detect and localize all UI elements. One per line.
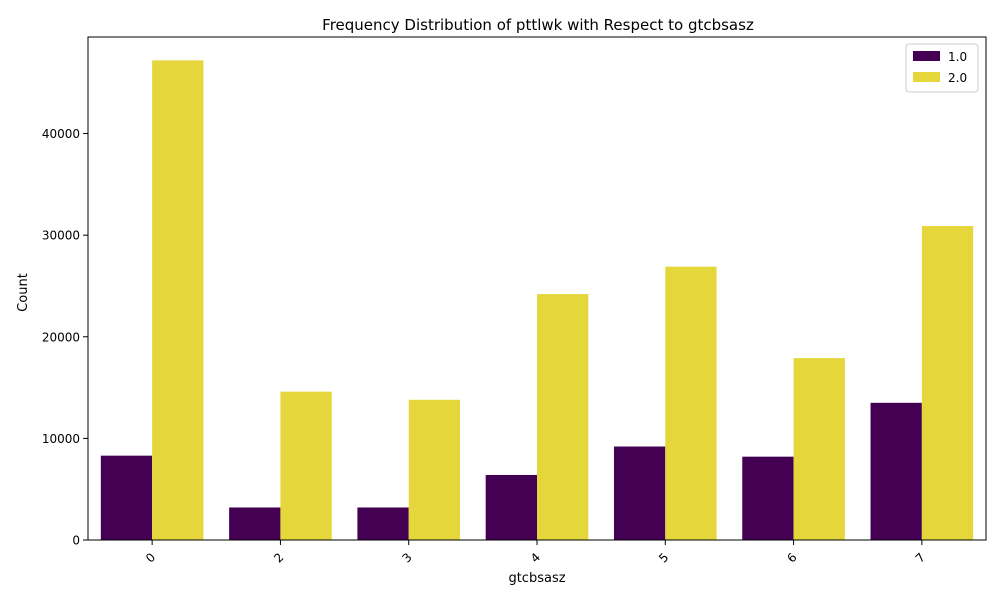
bar-2-series-2.0 [280,391,332,540]
bar-7-series-2.0 [921,226,974,541]
x-tick-label: 4 [528,550,543,565]
bar-7-series-1.0 [870,402,922,540]
x-tick-label: 6 [784,550,799,565]
x-tick-label: 5 [656,550,671,565]
x-tick-label: 0 [143,550,158,565]
legend: 1.0 2.0 [905,43,979,93]
y-tick-label: 30000 [42,229,80,243]
y-tick-label: 20000 [42,330,80,344]
bar-4-series-1.0 [485,474,537,540]
legend-label-2.0: 2.0 [948,71,967,85]
bar-4-series-2.0 [537,294,589,540]
bar-3-series-1.0 [357,507,409,540]
bar-6-series-2.0 [793,358,845,540]
y-tick-label: 0 [72,534,80,548]
x-tick-label: 3 [400,550,415,565]
chart-title: Frequency Distribution of pttlwk with Re… [322,16,754,34]
legend-swatch-1.0 [913,51,940,61]
legend-label-1.0: 1.0 [948,50,967,64]
bar-6-series-1.0 [742,456,794,540]
x-tick-label: 7 [913,550,928,565]
x-axis-label: gtcbsasz [508,571,565,586]
bar-0-series-2.0 [152,60,204,541]
bar-0-series-1.0 [100,455,153,540]
y-axis-label: Count [16,273,31,312]
bars-layer [100,60,974,541]
bar-2-series-1.0 [229,507,281,540]
y-axis: 0 10000 20000 30000 40000 [42,127,88,548]
plot-frame [87,36,987,541]
y-tick-label: 10000 [42,432,80,446]
bar-5-series-2.0 [665,266,717,540]
x-tick-label: 2 [271,550,286,565]
y-tick-label: 40000 [42,127,80,141]
bar-5-series-1.0 [613,446,666,540]
bar-3-series-2.0 [408,399,461,540]
x-axis: 0 2 3 4 5 6 7 [143,540,928,566]
legend-swatch-2.0 [913,72,940,82]
